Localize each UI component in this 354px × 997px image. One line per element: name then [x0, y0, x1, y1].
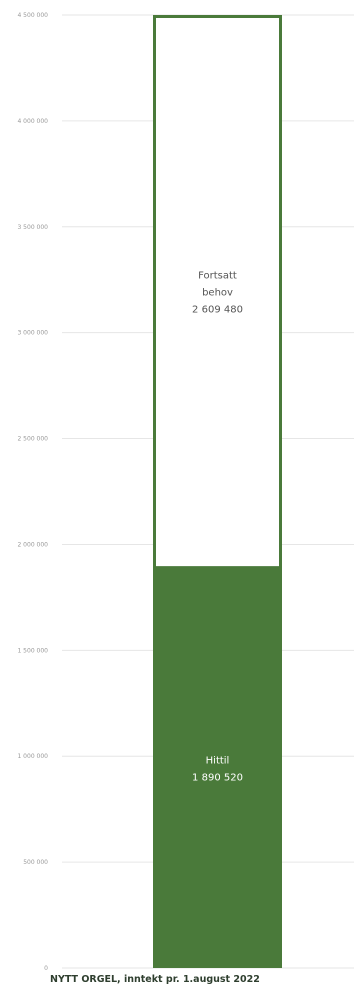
y-tick-label: 1 000 000 [17, 753, 48, 760]
chart-title: NYTT ORGEL, inntekt pr. 1.august 2022 [50, 974, 260, 985]
y-tick-label: 3 500 000 [17, 224, 48, 231]
y-tick-label: 1 500 000 [17, 647, 48, 654]
y-tick-label: 2 500 000 [17, 436, 48, 443]
data-label: Hittil 1 890 520 [192, 755, 243, 783]
y-tick-label: 0 [44, 965, 48, 972]
bar-segment-fortsatt-behov [153, 15, 282, 570]
y-tick-label: 4 500 000 [17, 12, 48, 19]
y-tick-label: 3 000 000 [17, 330, 48, 337]
y-tick-label: 2 000 000 [17, 541, 48, 548]
data-label: Fortsatt behov 2 609 480 [192, 270, 243, 315]
y-tick-label: 500 000 [23, 859, 48, 866]
y-tick-label: 4 000 000 [17, 118, 48, 125]
bar-segment-hittil [153, 567, 282, 968]
